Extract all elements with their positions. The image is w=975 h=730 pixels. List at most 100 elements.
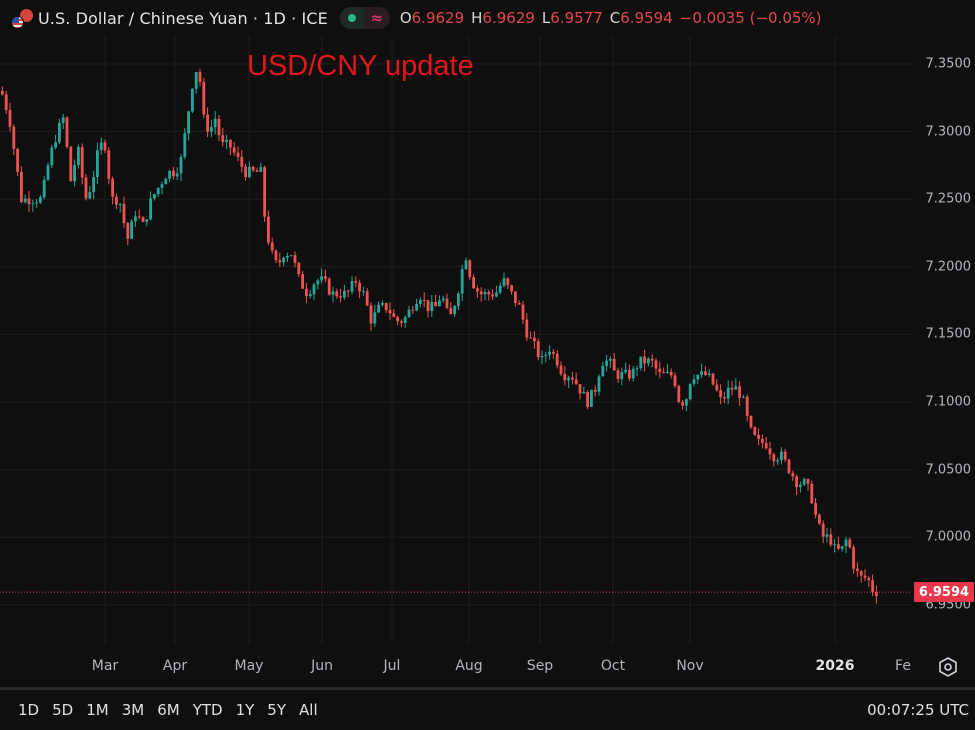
candle-body: [616, 370, 620, 379]
market-open-indicator[interactable]: [340, 7, 364, 29]
candle-body: [103, 142, 107, 151]
range-button-1d[interactable]: 1D: [18, 701, 40, 719]
candle-body: [837, 544, 840, 549]
chart-header: U.S. Dollar / Chinese Yuan · 1D · ICE ≈ …: [0, 0, 975, 36]
candle-body: [506, 278, 510, 286]
range-button-6m[interactable]: 6M: [157, 701, 180, 719]
candle-body: [111, 178, 114, 197]
candle-body: [206, 114, 209, 132]
candle-body: [863, 575, 867, 578]
candle-body: [346, 290, 350, 292]
time-axis-label: Aug: [455, 658, 483, 674]
candle-body: [669, 371, 673, 376]
candle-body: [681, 402, 684, 406]
candle-body: [829, 534, 833, 545]
chart-annotation: USD/CNY update: [247, 50, 474, 82]
candle-body: [498, 285, 502, 293]
low-value: 6.9577: [550, 9, 603, 27]
candle-body: [419, 299, 422, 304]
candle-body: [350, 281, 354, 292]
candle-body: [99, 142, 103, 151]
candle-body: [536, 341, 540, 358]
candle-body: [175, 173, 179, 177]
candle-body: [217, 118, 221, 136]
candle-body: [251, 166, 255, 171]
candle-body: [388, 310, 392, 314]
candle-body: [153, 194, 156, 199]
candle-body: [286, 255, 289, 258]
range-button-3m[interactable]: 3M: [121, 701, 145, 719]
candle-body: [403, 317, 407, 323]
us-flag-icon: [11, 16, 24, 29]
time-axis-label: Jun: [311, 658, 333, 674]
candle-body: [213, 118, 217, 128]
symbol-title[interactable]: U.S. Dollar / Chinese Yuan · 1D · ICE: [38, 8, 328, 28]
candle-body: [115, 196, 118, 205]
range-button-1y[interactable]: 1Y: [235, 701, 255, 719]
chart-settings-icon[interactable]: [937, 656, 959, 678]
candle-body: [172, 170, 175, 177]
candle-body: [593, 389, 597, 392]
candle-body: [407, 309, 411, 318]
candle-body: [430, 302, 434, 311]
candle-body: [183, 133, 187, 157]
candle-body: [476, 288, 479, 292]
candle-body: [289, 255, 293, 257]
time-axis[interactable]: Mar Apr May Jun Jul Aug Sep Oct Nov 2026 Fe: [0, 648, 975, 684]
candle-body: [96, 150, 99, 178]
range-button-all[interactable]: All: [299, 701, 318, 719]
candle-body: [555, 353, 559, 366]
candle-body: [225, 139, 228, 143]
candle-body: [35, 202, 38, 204]
time-axis-label: Jul: [383, 658, 401, 674]
candle-body: [126, 222, 130, 239]
candle-body: [248, 166, 251, 178]
candle-body: [673, 375, 677, 386]
candle-body: [525, 319, 529, 338]
close-value: 6.9594: [620, 9, 673, 27]
candle-body: [533, 337, 536, 342]
candle-body: [221, 135, 225, 143]
candle-body: [715, 384, 719, 391]
candle-body: [168, 170, 171, 179]
time-axis-label: May: [234, 658, 264, 674]
candle-body: [392, 313, 396, 317]
range-button-1m[interactable]: 1M: [86, 701, 109, 719]
price-chart-canvas[interactable]: [0, 36, 912, 644]
candle-body: [179, 156, 183, 174]
candle-body: [647, 358, 650, 364]
range-button-5d[interactable]: 5D: [52, 701, 74, 719]
candle-body: [339, 296, 342, 298]
candle-body: [88, 192, 92, 199]
candle-body: [297, 262, 301, 274]
range-button-ytd[interactable]: YTD: [192, 701, 223, 719]
candle-body: [16, 148, 19, 172]
ohlc-legend: O6.9629 H6.9629 L6.9577 C6.9594 −0.0035 …: [400, 9, 822, 27]
time-axis-label: Sep: [526, 658, 554, 674]
candle-body: [293, 255, 297, 263]
candle-body: [821, 523, 825, 537]
candle-body: [453, 306, 456, 315]
candle-body: [137, 216, 141, 218]
price-axis[interactable]: 7.3500 7.3000 7.2500 7.2000 7.1500 7.1000 7.05…: [912, 36, 975, 644]
range-button-5y[interactable]: 5Y: [267, 701, 287, 719]
candle-body: [764, 442, 768, 449]
candle-body: [491, 294, 494, 297]
candle-body: [31, 203, 35, 205]
high-value: 6.9629: [482, 9, 535, 27]
candle-body: [825, 534, 829, 537]
candle-body: [331, 291, 335, 295]
candle-body: [517, 302, 521, 305]
close-label: C: [609, 9, 621, 27]
candle-body: [567, 377, 570, 381]
candle-body: [1, 91, 4, 95]
utc-clock[interactable]: 00:07:25 UTC: [867, 701, 969, 719]
time-axis-label: Apr: [162, 658, 188, 674]
price-axis-label: 7.0500: [925, 462, 972, 478]
candle-body: [856, 568, 859, 571]
candle-body: [552, 351, 555, 354]
market-status-pill[interactable]: ≈: [339, 7, 390, 29]
delayed-data-icon[interactable]: ≈: [363, 7, 390, 29]
candle-body: [65, 117, 69, 147]
candle-body: [445, 298, 449, 308]
